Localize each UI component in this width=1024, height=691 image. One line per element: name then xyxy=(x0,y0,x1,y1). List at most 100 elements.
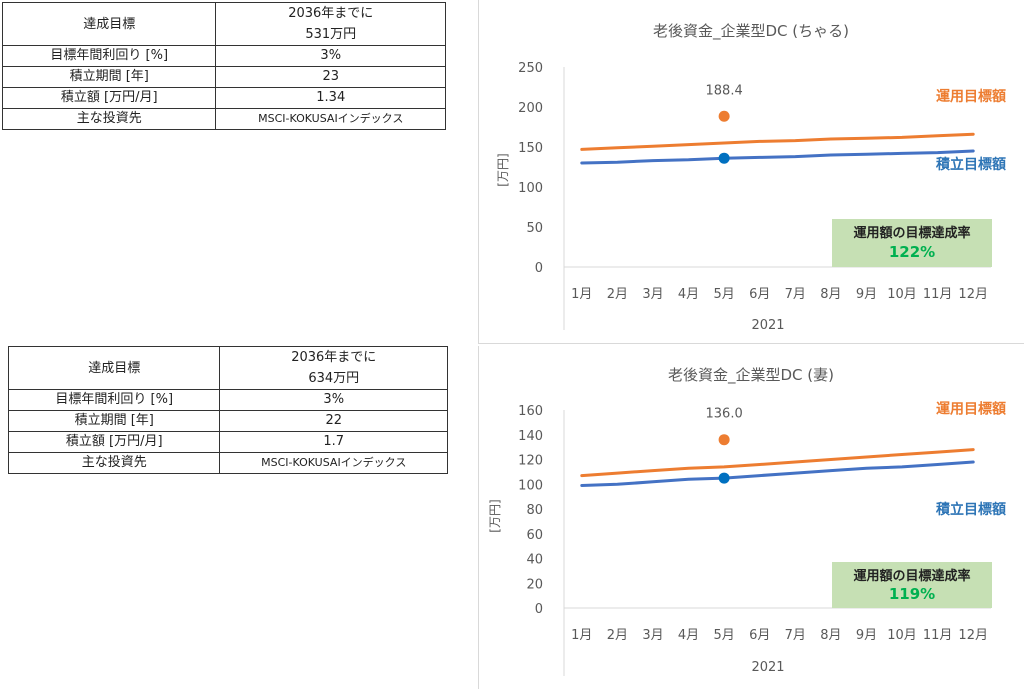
table-cell-label: 主な投資先 xyxy=(1,108,217,130)
table-cell-value: 2036年までに 634万円 xyxy=(219,346,448,390)
series-label: 積立目標額 xyxy=(935,156,1006,173)
table-cell-label: 積立額 [万円/月] xyxy=(7,431,221,453)
x-tick-label: 10月 xyxy=(887,287,917,302)
table-cell-label: 達成目標 xyxy=(1,2,217,46)
table-cell-label: 積立期間 [年] xyxy=(1,66,217,88)
table-row: 主な投資先 MSCI-KOKUSAIインデックス xyxy=(1,108,446,130)
x-tick-label: 2月 xyxy=(607,628,628,643)
x-tick-label: 8月 xyxy=(820,628,841,643)
x-tick-label: 6月 xyxy=(749,287,770,302)
goal-table-1: 達成目標 2036年までに 531万円 目標年間利回り [%] 3% 積立期間 [… xyxy=(1,2,446,130)
data-point xyxy=(718,434,730,446)
data-point xyxy=(718,472,730,484)
table-cell-value: 22 xyxy=(219,410,448,432)
table-cell-label: 主な投資先 xyxy=(7,452,221,474)
x-tick-label: 7月 xyxy=(785,287,806,302)
x-tick-label: 3月 xyxy=(642,287,663,302)
y-tick-label: 150 xyxy=(518,141,543,156)
x-axis-label: 2021 xyxy=(751,660,784,675)
chart-2-svg: 老後資金_企業型DC (妻) 0 20 40 60 80 100 120 140 160 1月 2月… xyxy=(478,346,1006,689)
table-cell-label: 積立額 [万円/月] xyxy=(1,87,217,109)
achievement-title: 運用額の目標達成率 xyxy=(853,225,970,241)
table-cell-value: 3% xyxy=(215,45,446,67)
y-tick-label: 100 xyxy=(518,478,543,493)
series-label: 積立目標額 xyxy=(935,501,1006,518)
x-tick-label: 5月 xyxy=(713,628,734,643)
table-cell-value: 3% xyxy=(219,389,448,411)
table-cell-value: 23 xyxy=(215,66,446,88)
table-cell-value: MSCI-KOKUSAIインデックス xyxy=(215,108,446,130)
table-cell-value: 2036年までに 531万円 xyxy=(215,2,446,46)
data-point xyxy=(718,152,730,164)
x-tick-label: 3月 xyxy=(642,628,663,643)
achievement-title: 運用額の目標達成率 xyxy=(853,568,970,584)
x-tick-label: 1月 xyxy=(571,628,592,643)
chart-1-svg: 老後資金_企業型DC (ちゃる) 0 50 100 150 200 250 1月 2月 3月 4月… xyxy=(478,0,1024,344)
y-tick-label: 120 xyxy=(518,454,543,469)
series-line xyxy=(580,149,975,165)
goal-amount-text: 634万円 xyxy=(308,371,360,386)
achievement-box: 運用額の目標達成率 122% xyxy=(832,219,992,267)
table-row: 積立期間 [年] 22 xyxy=(7,410,448,432)
series-line xyxy=(580,460,975,487)
x-tick-label: 2月 xyxy=(607,287,628,302)
y-tick-label: 20 xyxy=(526,577,543,592)
y-tick-label: 200 xyxy=(518,101,543,116)
x-tick-label: 12月 xyxy=(958,628,988,643)
x-tick-label: 6月 xyxy=(749,628,770,643)
chart-1: 老後資金_企業型DC (ちゃる) 0 50 100 150 200 250 1月 2月 3月 4月… xyxy=(478,0,1024,344)
chart-title: 老後資金_企業型DC (ちゃる) xyxy=(653,22,849,41)
table-cell-value: MSCI-KOKUSAIインデックス xyxy=(219,452,448,474)
x-tick-label: 4月 xyxy=(678,287,699,302)
y-tick-label: 250 xyxy=(518,61,543,76)
table-cell-value: 1.7 xyxy=(219,431,448,453)
data-label: 188.4 xyxy=(706,83,743,98)
series-label: 運用目標額 xyxy=(936,401,1006,418)
achievement-background xyxy=(832,219,992,267)
y-tick-label: 80 xyxy=(526,503,543,518)
y-tick-label: 50 xyxy=(526,221,543,236)
table-row: 積立期間 [年] 23 xyxy=(1,66,446,88)
goal-year-text: 2036年までに xyxy=(288,6,374,21)
achievement-rate: 119% xyxy=(889,585,935,603)
table-row: 達成目標 2036年までに 531万円 xyxy=(1,2,446,46)
data-point xyxy=(718,110,730,122)
y-tick-label: 60 xyxy=(526,528,543,543)
table-row: 主な投資先 MSCI-KOKUSAIインデックス xyxy=(7,452,448,474)
table-row: 目標年間利回り [%] 3% xyxy=(1,45,446,67)
x-tick-label: 9月 xyxy=(856,287,877,302)
y-tick-label: 0 xyxy=(535,261,543,276)
y-tick-label: 160 xyxy=(518,404,543,419)
series-line xyxy=(580,132,975,151)
x-tick-label: 11月 xyxy=(923,287,953,302)
x-tick-label: 5月 xyxy=(713,287,734,302)
x-tick-label: 12月 xyxy=(958,287,988,302)
x-tick-label: 1月 xyxy=(571,287,592,302)
goal-year-text: 2036年までに xyxy=(291,350,377,365)
achievement-box: 運用額の目標達成率 119% xyxy=(832,562,992,608)
chart-2: 老後資金_企業型DC (妻) 0 20 40 60 80 100 120 140 160 1月 2月… xyxy=(478,346,1024,689)
y-tick-label: 0 xyxy=(535,602,543,617)
x-tick-label: 8月 xyxy=(820,287,841,302)
table-row: 積立額 [万円/月] 1.7 xyxy=(7,431,448,453)
table-cell-label: 目標年間利回り [%] xyxy=(7,389,221,411)
x-tick-label: 7月 xyxy=(785,628,806,643)
series-line xyxy=(580,448,975,478)
series-label: 運用目標額 xyxy=(936,88,1006,105)
x-axis-label: 2021 xyxy=(751,318,784,333)
achievement-background xyxy=(832,562,992,608)
x-tick-label: 11月 xyxy=(923,628,953,643)
x-tick-label: 9月 xyxy=(856,628,877,643)
table-cell-label: 達成目標 xyxy=(7,346,221,390)
y-tick-label: 100 xyxy=(518,181,543,196)
chart-title: 老後資金_企業型DC (妻) xyxy=(668,366,834,385)
achievement-rate: 122% xyxy=(889,243,935,261)
goal-table-2: 達成目標 2036年までに 634万円 目標年間利回り [%] 3% 積立期間 [… xyxy=(7,346,448,474)
table-row: 目標年間利回り [%] 3% xyxy=(7,389,448,411)
y-axis-label: [万円] xyxy=(496,153,510,186)
x-tick-label: 4月 xyxy=(678,628,699,643)
table-row: 達成目標 2036年までに 634万円 xyxy=(7,346,448,390)
data-label: 136.0 xyxy=(706,407,743,422)
y-tick-label: 40 xyxy=(526,553,543,568)
table-cell-label: 積立期間 [年] xyxy=(7,410,221,432)
